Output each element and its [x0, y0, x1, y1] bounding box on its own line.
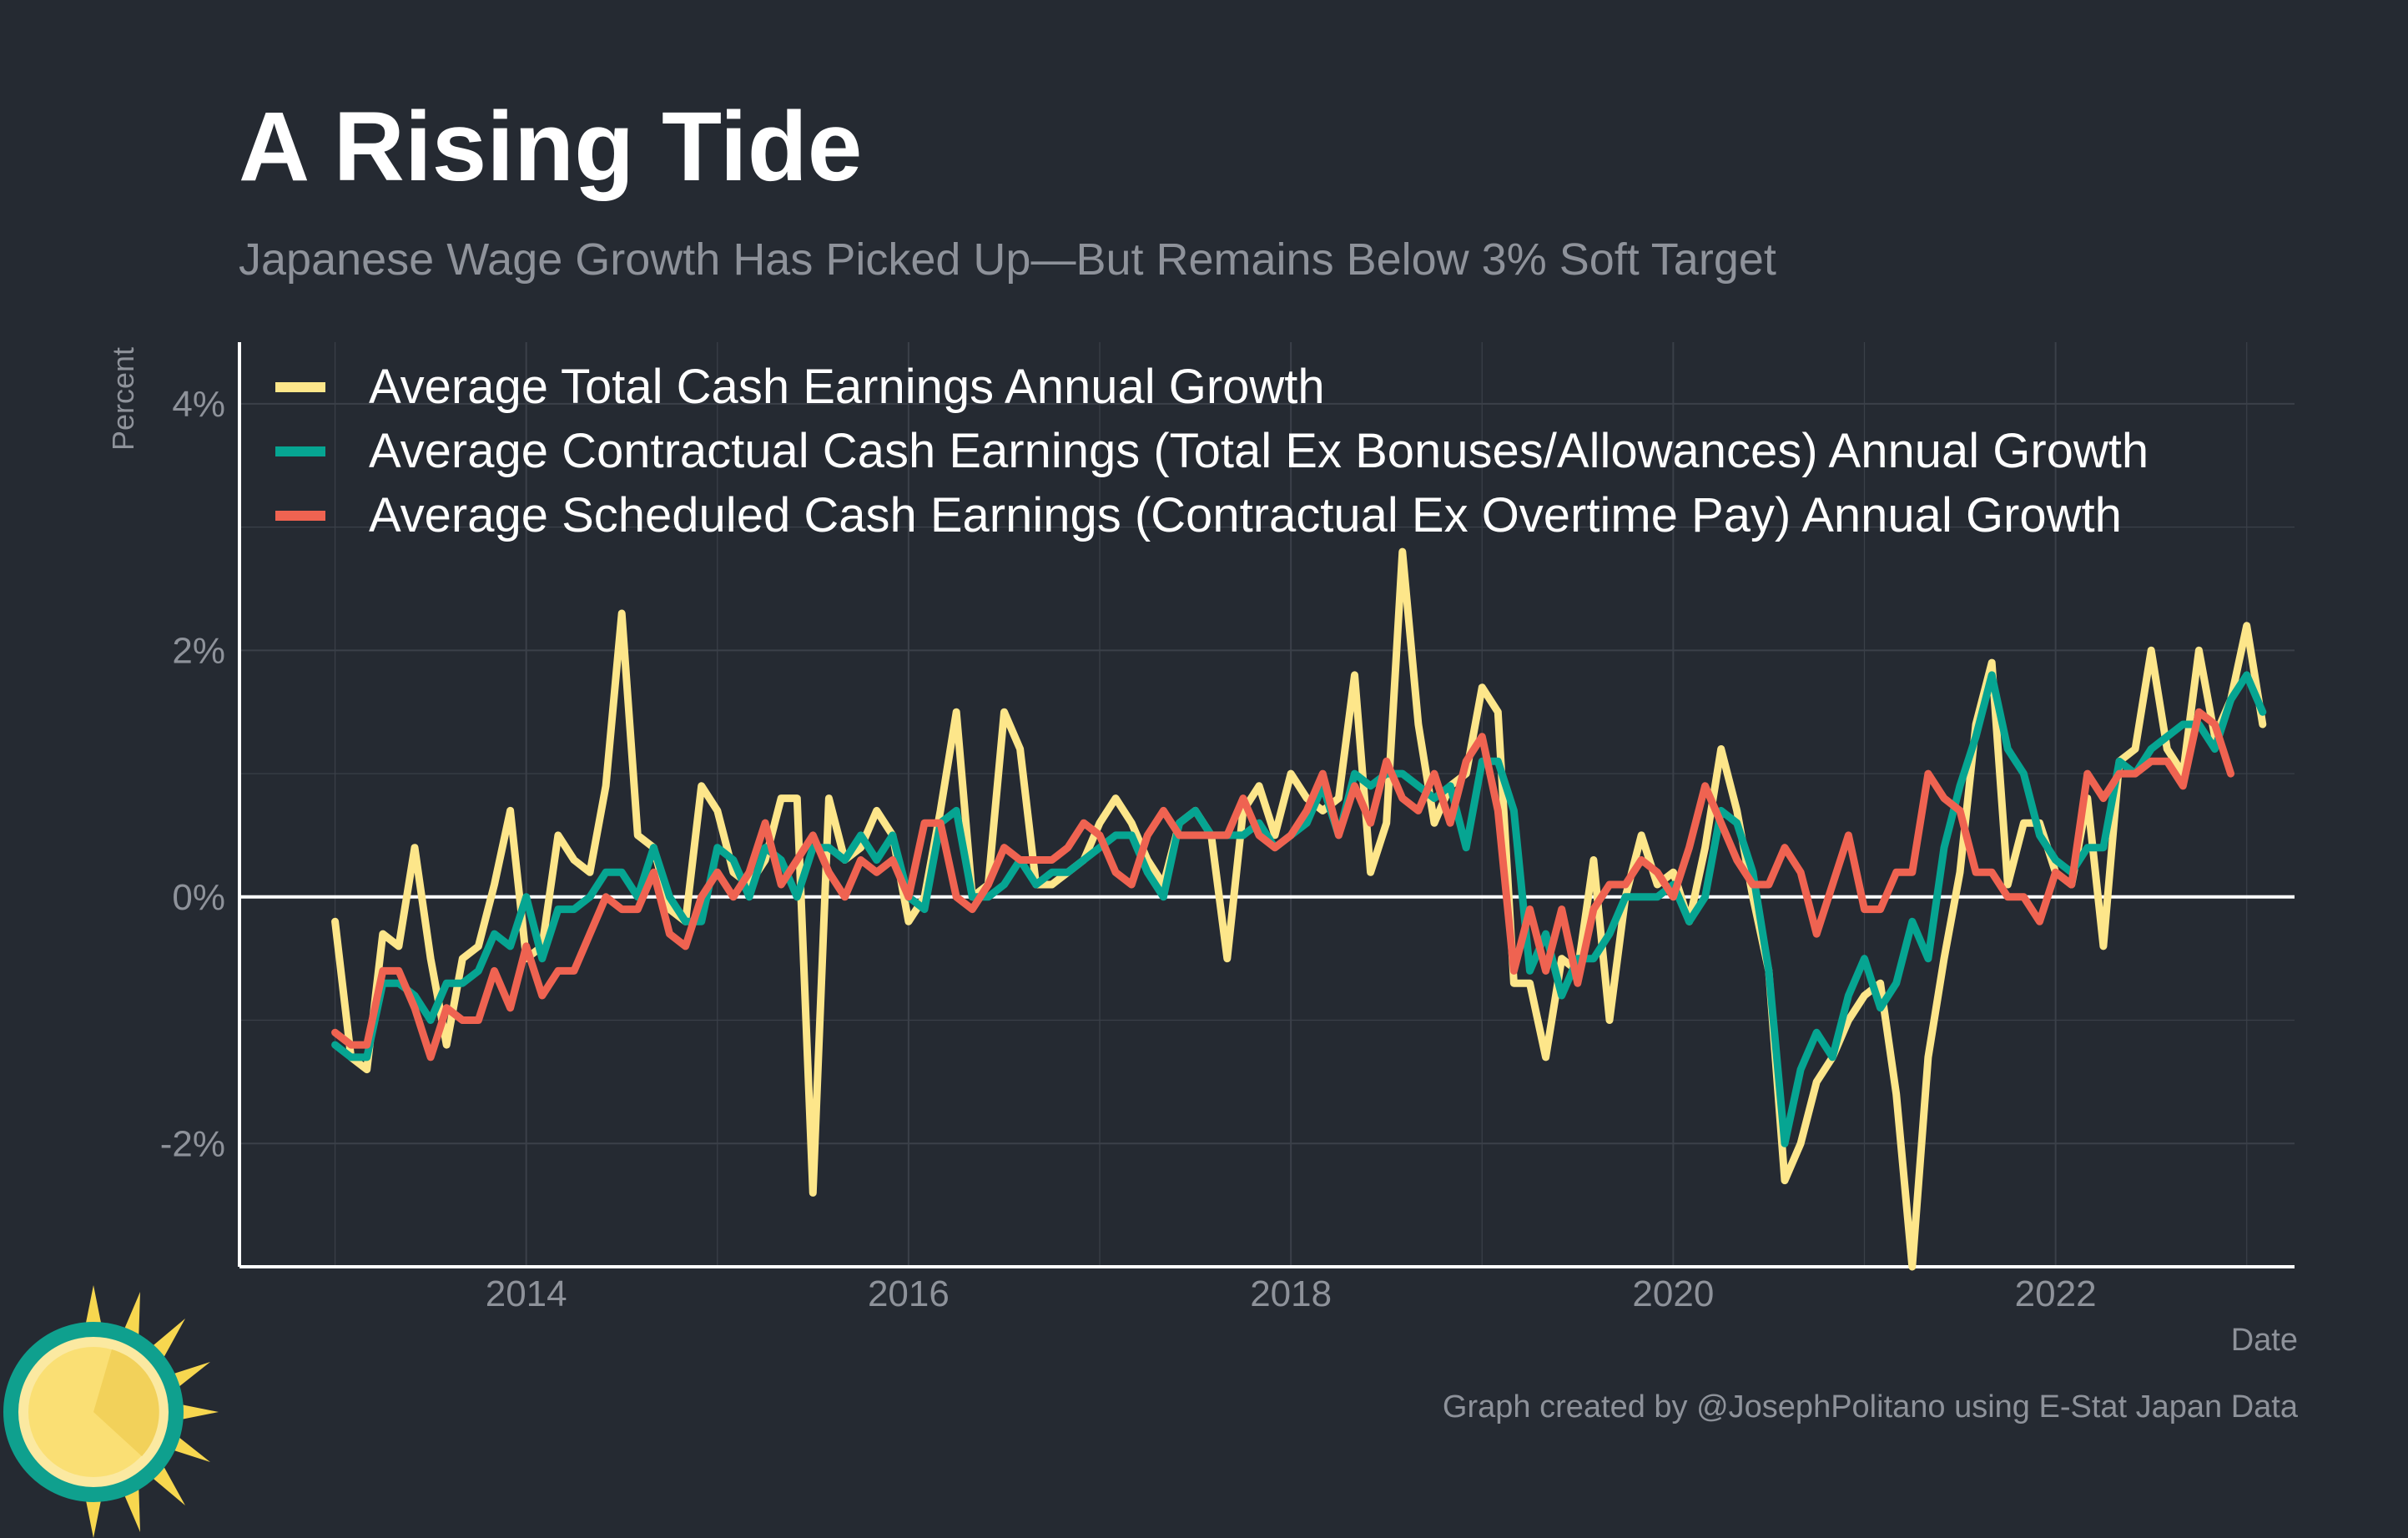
x-tick-label: 2020 [1632, 1273, 1714, 1314]
y-axis-label: Percent [106, 346, 140, 451]
series-lines [331, 547, 2267, 1271]
x-tick-label: 2018 [1250, 1273, 1332, 1314]
chart-title: A Rising Tide [239, 92, 863, 202]
x-tick-label: 2022 [2015, 1273, 2097, 1314]
source-caption: Graph created by @JosephPolitano using E… [1442, 1389, 2298, 1425]
x-axis-label: Date [2230, 1323, 2298, 1358]
x-tick-label: 2016 [868, 1273, 950, 1314]
y-tick-label: 4% [172, 384, 225, 425]
sun-icon [3, 1285, 219, 1538]
y-tick-label: 2% [172, 630, 225, 671]
chart-subtitle: Japanese Wage Growth Has Picked Up—But R… [239, 234, 1776, 285]
tick-labels: 2014 2016 2018 2020 2022 -2% 0% 2% 4% [160, 384, 2097, 1314]
y-tick-label: 0% [172, 877, 225, 918]
legend-item-scheduled: Average Scheduled Cash Earnings (Contrac… [275, 483, 2149, 547]
legend: Average Total Cash Earnings Annual Growt… [275, 355, 2149, 547]
legend-item-total: Average Total Cash Earnings Annual Growt… [275, 355, 2149, 419]
legend-item-contractual: Average Contractual Cash Earnings (Total… [275, 419, 2149, 483]
legend-swatch-scheduled [275, 510, 325, 521]
legend-label-total: Average Total Cash Earnings Annual Growt… [369, 360, 1325, 414]
legend-swatch-total [275, 381, 325, 392]
series-line-2 [331, 708, 2235, 1061]
legend-label-contractual: Average Contractual Cash Earnings (Total… [369, 424, 2149, 478]
x-tick-label: 2014 [486, 1273, 567, 1314]
legend-label-scheduled: Average Scheduled Cash Earnings (Contrac… [369, 488, 2122, 542]
legend-swatch-contractual [275, 446, 325, 456]
y-tick-label: -2% [160, 1123, 225, 1164]
